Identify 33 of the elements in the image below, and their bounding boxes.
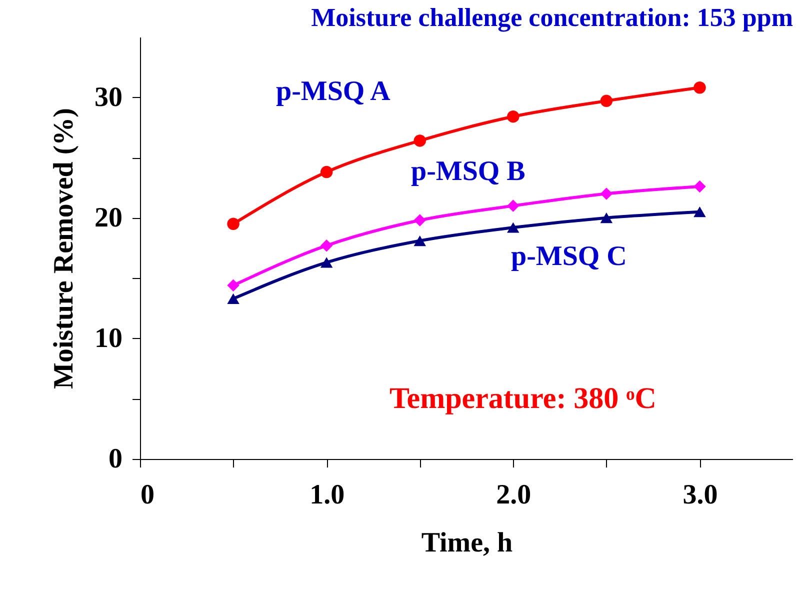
series-label: p-MSQ C	[511, 241, 627, 272]
point	[414, 235, 426, 246]
point	[694, 206, 706, 218]
y-tick-label: 10	[94, 322, 122, 354]
point	[507, 200, 520, 212]
point	[600, 188, 613, 200]
point	[414, 134, 426, 147]
y-axis-title: Moisture Removed (%)	[48, 108, 80, 389]
point	[320, 257, 333, 268]
point	[694, 82, 706, 94]
point	[227, 218, 240, 230]
y-tick-label: 20	[94, 202, 122, 234]
point	[507, 222, 520, 233]
x-tick-label: 3.0	[682, 480, 718, 510]
y-tick-label: 0	[108, 444, 122, 474]
point	[227, 293, 240, 304]
series-label: p-MSQ A	[276, 76, 392, 107]
point	[694, 180, 706, 193]
x-tick-label: 2.0	[496, 480, 532, 510]
y-tick-label: 30	[94, 82, 122, 113]
point	[600, 94, 613, 108]
point	[227, 279, 240, 292]
point	[507, 110, 520, 123]
point	[600, 212, 613, 224]
x-tick-label: 0	[140, 480, 154, 510]
chart-title: Moisture challenge concentration: 153 ppm	[311, 3, 794, 32]
x-axis-title: Time, h	[421, 528, 514, 558]
annotation: Temperature: 380 ᵒC	[390, 382, 656, 415]
point	[414, 214, 426, 226]
point	[320, 166, 333, 178]
x-tick-label: 1.0	[310, 480, 345, 510]
point	[320, 239, 333, 252]
series-label: p-MSQ B	[411, 156, 526, 187]
